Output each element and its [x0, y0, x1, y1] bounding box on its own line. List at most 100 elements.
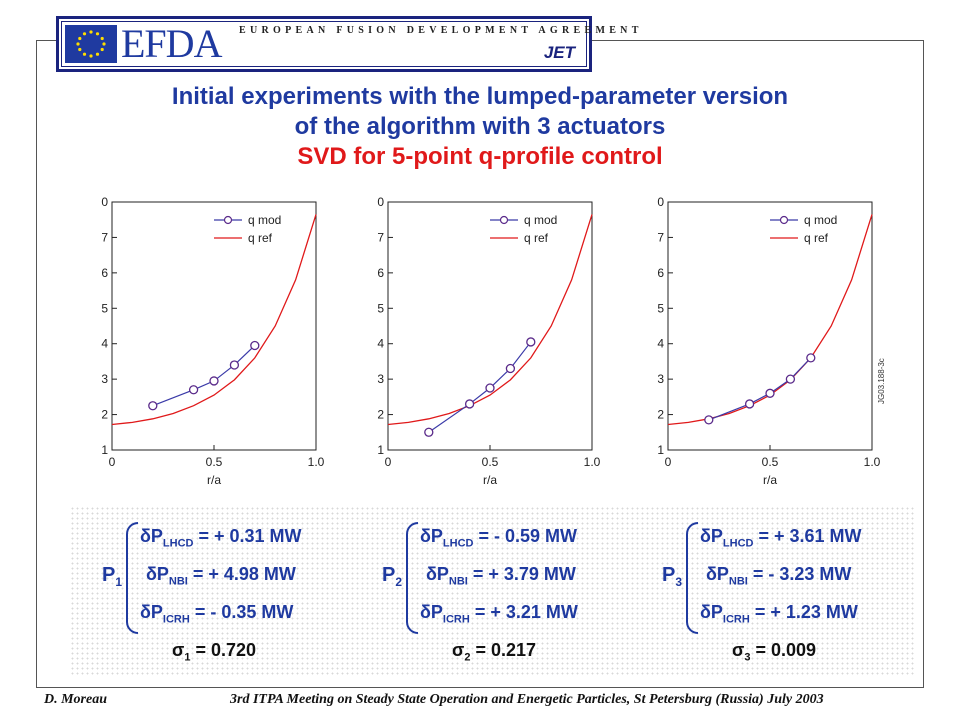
q-mod-point [744, 399, 755, 409]
y-tick-label: 0 [657, 195, 664, 209]
x-tick-label: 0 [665, 455, 672, 469]
q-mod-point [188, 385, 199, 395]
q-mod-point [250, 340, 260, 351]
y-tick-label: 0 [377, 195, 384, 209]
legend-label-q-mod: q mod [524, 213, 557, 227]
y-tick-label: 4 [657, 337, 664, 351]
power-delta-row: δPNBI = + 4.98 MW [146, 564, 296, 588]
y-tick-label: 5 [101, 301, 108, 315]
singular-value: σ3 = 0.009 [732, 640, 817, 664]
x-tick-label: 0 [109, 455, 116, 469]
figure-id-label: JG03.188-3c [877, 358, 886, 404]
y-tick-label: 7 [377, 230, 384, 244]
q-mod-point [148, 401, 158, 411]
q-mod-point [526, 337, 536, 347]
left-brace [126, 522, 138, 634]
title-line-1: Initial experiments with the lumped-para… [171, 83, 789, 110]
power-delta-row: δPLHCD = + 3.61 MW [700, 526, 862, 550]
plot-frame [667, 201, 873, 451]
y-tick-label: 4 [377, 337, 384, 351]
q-mod-point [765, 388, 775, 398]
agreement-text: EUROPEAN FUSION DEVELOPMENT AGREEMENT [239, 25, 643, 36]
singular-value: σ1 = 0.720 [172, 640, 257, 664]
y-tick-label: 7 [101, 230, 108, 244]
footer-author: D. Moreau [44, 692, 108, 707]
y-tick-label: 2 [657, 408, 664, 422]
title-line-2: of the algorithm with 3 actuators [294, 113, 666, 140]
x-tick-label: 0.5 [482, 455, 499, 469]
power-equation-panel: P3 δPLHCD = + 3.61 MW δPNBI = - 3.23 MW δPI… [630, 506, 916, 676]
y-tick-label: 6 [657, 266, 664, 280]
q-mod-line [428, 341, 532, 433]
legend-label-q-mod: q mod [804, 213, 837, 227]
legend-mod-marker [223, 215, 233, 225]
y-tick-label: 1 [377, 443, 384, 457]
power-vector-label: P2 [382, 564, 403, 589]
power-vector-label: P1 [102, 564, 123, 589]
power-delta-row: δPICRH = + 3.21 MW [420, 602, 578, 626]
footer-meeting: 3rd ITPA Meeting on Steady State Operati… [230, 692, 824, 707]
power-delta-row: δPLHCD = - 0.59 MW [420, 526, 578, 550]
q-mod-point [704, 415, 714, 425]
q-mod-point [505, 363, 516, 374]
legend-label-q-ref: q ref [524, 231, 549, 245]
power-delta-row: δPNBI = - 3.23 MW [706, 564, 852, 588]
left-brace [406, 522, 418, 634]
legend-mod-marker [499, 215, 509, 225]
legend-label-q-ref: q ref [804, 231, 829, 245]
q-mod-line [152, 345, 256, 407]
x-tick-label: 1.0 [864, 455, 881, 469]
q-ref-line [387, 214, 593, 426]
y-tick-label: 6 [377, 266, 384, 280]
power-equation-panel: P2 δPLHCD = - 0.59 MW δPNBI = + 3.79 MW δPI… [350, 506, 636, 676]
legend-label-q-mod: q mod [248, 213, 281, 227]
y-tick-label: 4 [101, 337, 108, 351]
q-mod-point [485, 383, 495, 393]
q-mod-point [464, 399, 475, 409]
q-mod-point [806, 353, 816, 363]
plot-frame [387, 201, 593, 451]
efda-banner: EFDA EUROPEAN FUSION DEVELOPMENT AGREEME… [56, 16, 638, 72]
plot-frame [111, 201, 317, 451]
eu-flag-icon [65, 25, 117, 63]
banner-border [61, 21, 587, 67]
singular-value: σ2 = 0.217 [452, 640, 537, 664]
power-vector-label: P3 [662, 564, 683, 589]
legend-label-q-ref: q ref [248, 231, 273, 245]
power-delta-row: δPICRH = + 1.23 MW [700, 602, 858, 626]
x-tick-label: 1.0 [584, 455, 601, 469]
subtitle: SVD for 5-point q-profile control [297, 143, 663, 170]
x-axis-label: r/a [483, 473, 497, 487]
y-tick-label: 2 [377, 408, 384, 422]
jet-logo-text: JET [543, 43, 575, 62]
y-tick-label: 2 [101, 408, 108, 422]
y-tick-label: 6 [101, 266, 108, 280]
y-tick-label: 5 [377, 301, 384, 315]
y-tick-label: 3 [657, 372, 664, 386]
y-tick-label: 3 [377, 372, 384, 386]
power-delta-row: δPLHCD = + 0.31 MW [140, 526, 302, 550]
x-axis-label: r/a [763, 473, 777, 487]
q-mod-point [424, 427, 434, 437]
y-tick-label: 1 [657, 443, 664, 457]
y-tick-label: 5 [657, 301, 664, 315]
power-delta-row: δPICRH = - 0.35 MW [140, 602, 294, 626]
q-mod-point [209, 376, 219, 386]
y-tick-label: 3 [101, 372, 108, 386]
legend-mod-marker [779, 215, 789, 225]
power-delta-row: δPNBI = + 3.79 MW [426, 564, 576, 588]
y-tick-label: 1 [101, 443, 108, 457]
x-tick-label: 1.0 [308, 455, 325, 469]
q-mod-line [708, 357, 812, 421]
q-ref-line [111, 214, 317, 426]
left-brace [686, 522, 698, 634]
q-mod-point [785, 374, 796, 384]
x-axis-label: r/a [207, 473, 221, 487]
x-tick-label: 0.5 [206, 455, 223, 469]
efda-logo-text: EFDA [121, 21, 222, 66]
q-mod-point [229, 360, 240, 370]
x-tick-label: 0 [385, 455, 392, 469]
